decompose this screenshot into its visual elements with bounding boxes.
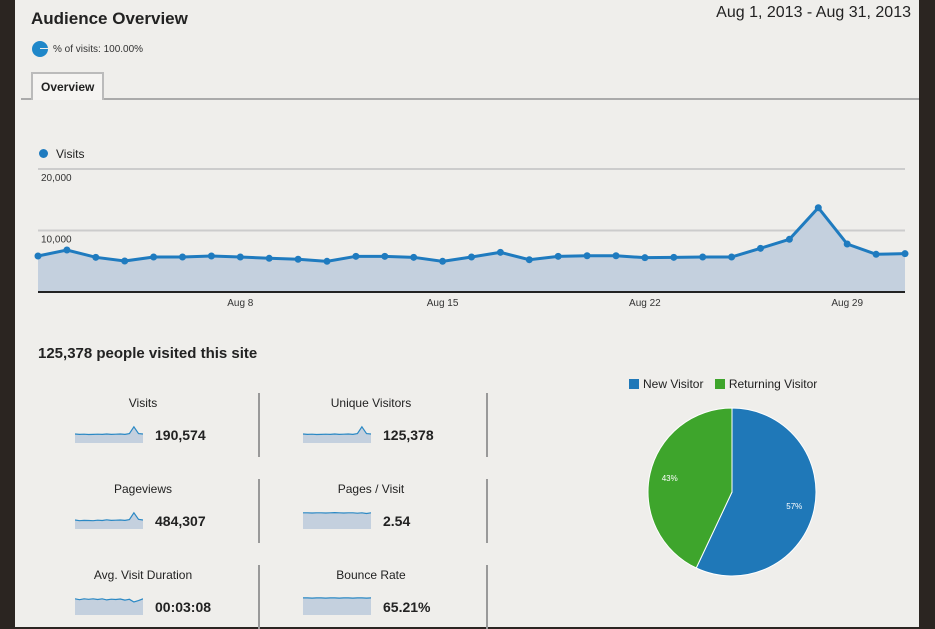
pie-slice-returning-visitor[interactable] [647,407,733,569]
metric-value: 484,307 [155,513,206,529]
metric-value: 190,574 [155,427,206,443]
data-point[interactable] [843,240,851,248]
metric-divider [486,393,488,457]
tab-overview[interactable]: Overview [31,72,105,100]
x-tick-label: Aug 22 [629,298,661,309]
tab-divider [21,98,919,100]
x-tick-label: Aug 8 [227,298,254,309]
metric-sparkline [303,425,371,443]
metric-value: 00:03:08 [155,599,212,615]
metric-label: Pages / Visit [337,482,405,496]
metric-value: 65.21% [383,599,431,615]
legend-new-visitor[interactable]: New Visitor [629,377,703,391]
data-point[interactable] [236,253,244,261]
data-point[interactable] [381,252,389,260]
data-point[interactable] [728,253,736,261]
legend-returning-visitor[interactable]: Returning Visitor [714,377,818,391]
legend-label: Returning Visitor [728,377,818,391]
data-point[interactable] [207,252,215,260]
segment-pie-icon [32,41,48,57]
data-point[interactable] [496,248,504,256]
data-point[interactable] [757,244,764,252]
data-point[interactable] [612,252,620,260]
metric-value: 2.54 [383,513,411,529]
data-point[interactable] [410,253,418,261]
date-range-picker[interactable]: Aug 1, 2013 - Aug 31, 2013 [716,4,911,21]
visits-area [38,207,905,292]
data-point[interactable] [34,252,42,260]
visits-legend-dot-icon [39,149,48,158]
data-point[interactable] [814,204,822,212]
returning-visitor-swatch-icon [714,379,725,389]
y-tick-label: 10,000 [41,235,72,246]
metric-divider [486,479,488,543]
data-point[interactable] [872,250,880,258]
visits-line-chart[interactable]: 20,000 10,000 Aug 8 Aug 15 Aug 22 Aug 29 [15,160,919,320]
legend-label: Visits [56,147,85,161]
x-tick-label: Aug 15 [427,298,459,309]
segment-percentage: % of visits: 100.00% [53,44,144,55]
data-point[interactable] [63,246,71,254]
metric-sparkline [303,597,371,615]
pie-slice-new-visitor[interactable] [695,407,817,577]
data-point[interactable] [92,253,100,261]
pie-slice-label: 43% [662,474,678,483]
pie-legend: New Visitor Returning Visitor [629,377,817,391]
legend-label: New Visitor [643,377,704,391]
data-point[interactable] [554,252,562,260]
data-point[interactable] [641,254,649,262]
metric-divider [258,393,260,457]
metric-sparkline [75,511,143,529]
data-point[interactable] [785,235,793,243]
data-point[interactable] [468,253,475,261]
data-point[interactable] [901,250,909,258]
data-point[interactable] [265,254,273,262]
metric-value: 125,378 [383,427,434,443]
data-point[interactable] [583,252,591,260]
metric-divider [258,565,260,629]
metric-sparkline [75,425,143,443]
summary-headline: 125,378 people visited this site [38,345,258,362]
chart-legend-visits[interactable]: Visits [39,147,84,161]
data-point[interactable] [439,257,447,265]
data-point[interactable] [525,256,533,264]
x-tick-label: Aug 29 [831,298,863,309]
metric-divider [258,479,260,543]
pie-slice-label: 57% [786,502,802,511]
new-visitor-swatch-icon [629,379,639,389]
metric-divider [486,565,488,629]
data-point[interactable] [179,253,186,261]
metric-label: Bounce Rate [336,568,406,582]
data-point[interactable] [699,253,707,261]
metric-label: Visits [128,396,158,410]
metric-sparkline [303,511,371,529]
metric-label: Avg. Visit Duration [93,568,193,582]
data-point[interactable] [121,257,129,265]
page-title: Audience Overview [31,9,188,28]
data-point[interactable] [294,255,302,263]
data-point[interactable] [352,252,360,260]
data-point[interactable] [670,253,678,261]
visitor-type-pie-chart[interactable]: 57% 43% [635,400,835,590]
metric-label: Unique Visitors [330,396,412,410]
metric-label: Pageviews [113,482,173,496]
metric-sparkline [75,598,143,615]
data-point[interactable] [150,253,158,261]
data-point[interactable] [323,257,331,265]
y-tick-label: 20,000 [41,173,72,184]
audience-overview-panel: Audience Overview Aug 1, 2013 - Aug 31, … [15,0,919,629]
